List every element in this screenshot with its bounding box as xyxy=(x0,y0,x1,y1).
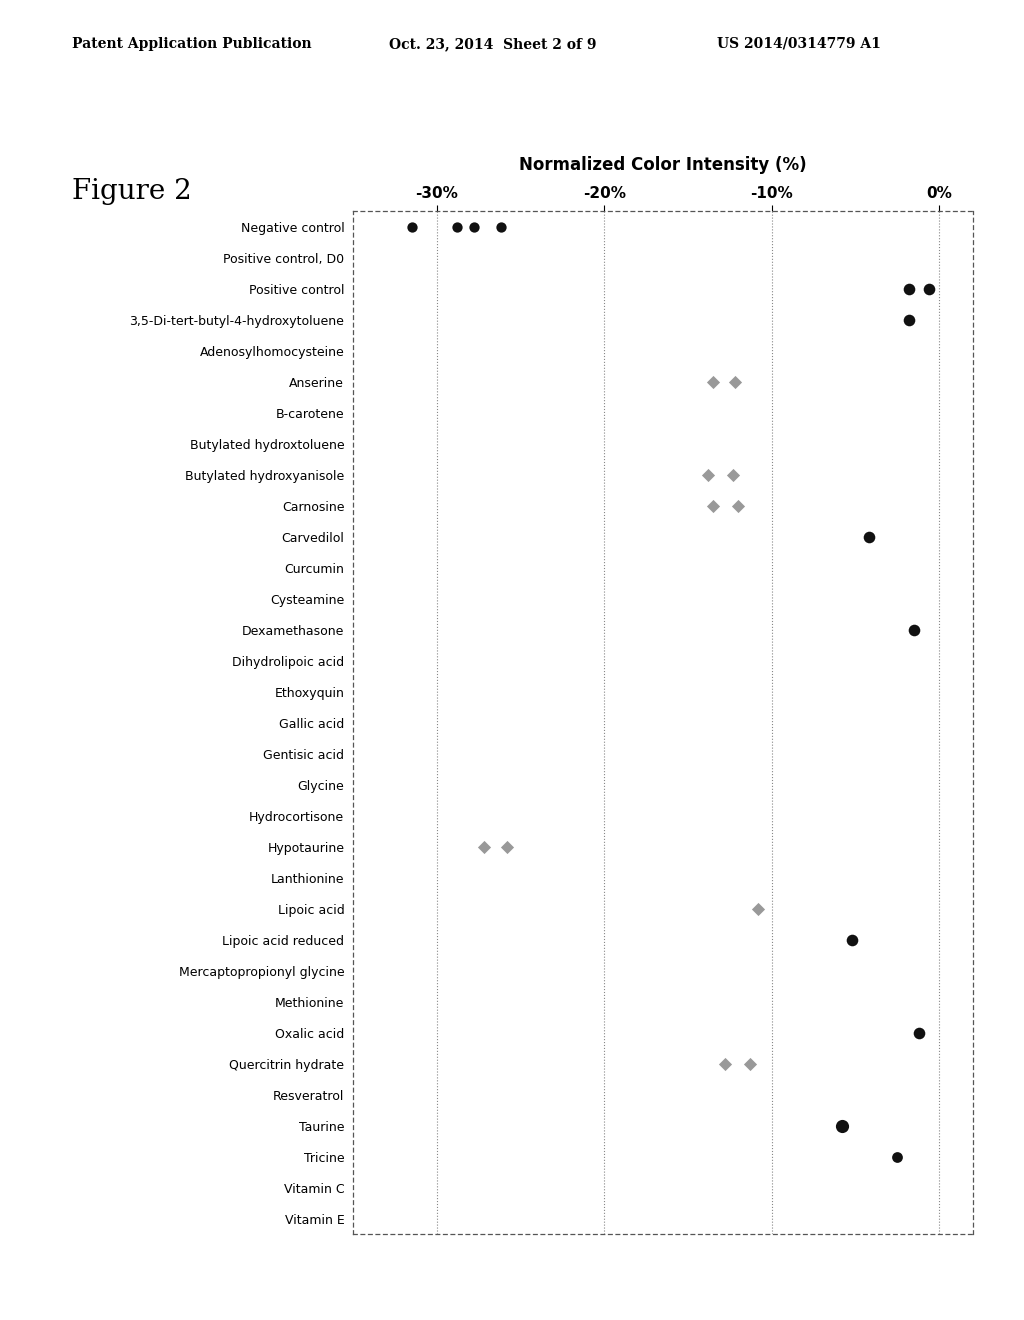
Point xyxy=(911,1022,928,1043)
Point xyxy=(706,495,722,516)
Point xyxy=(493,216,509,238)
Point xyxy=(889,1146,905,1167)
Text: Oct. 23, 2014  Sheet 2 of 9: Oct. 23, 2014 Sheet 2 of 9 xyxy=(389,37,597,51)
Point xyxy=(700,465,717,486)
Point xyxy=(449,216,465,238)
Point xyxy=(727,371,743,392)
Point xyxy=(906,619,923,640)
Point xyxy=(742,1053,759,1074)
Title: Normalized Color Intensity (%): Normalized Color Intensity (%) xyxy=(519,156,807,173)
Point xyxy=(901,309,918,330)
Text: US 2014/0314779 A1: US 2014/0314779 A1 xyxy=(717,37,881,51)
Point xyxy=(706,371,722,392)
Text: Patent Application Publication: Patent Application Publication xyxy=(72,37,311,51)
Point xyxy=(921,279,937,300)
Point xyxy=(725,465,741,486)
Point xyxy=(466,216,482,238)
Point xyxy=(717,1053,733,1074)
Point xyxy=(403,216,420,238)
Point xyxy=(861,527,878,548)
Text: Figure 2: Figure 2 xyxy=(72,178,191,205)
Point xyxy=(476,836,493,857)
Point xyxy=(844,929,860,950)
Point xyxy=(499,836,515,857)
Point xyxy=(730,495,746,516)
Point xyxy=(834,1115,850,1137)
Point xyxy=(901,279,918,300)
Point xyxy=(751,898,767,919)
